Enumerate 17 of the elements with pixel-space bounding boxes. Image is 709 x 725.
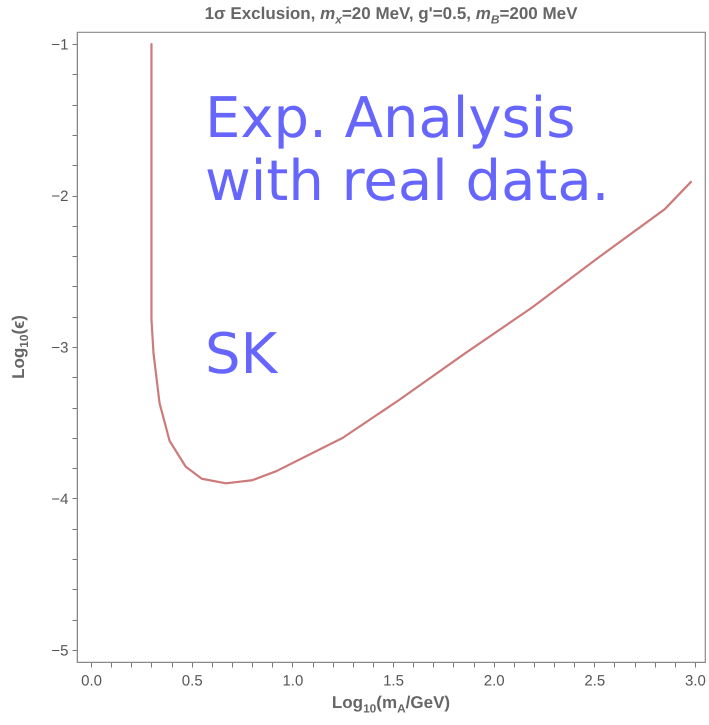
x-axis-title: Log$_{10}$(m$_{A}$/GeV): [332, 693, 450, 716]
x-tick-label: 2.0: [484, 672, 505, 690]
x-tick-label: 1.5: [383, 672, 404, 690]
annotation: SK: [205, 322, 280, 387]
line-series: [150, 43, 692, 484]
y-tick-label: −4: [51, 490, 68, 508]
x-tick-label: 3.0: [685, 672, 706, 690]
x-tick-label: 1.0: [282, 672, 304, 690]
y-tick-label: −3: [51, 340, 68, 356]
x-tick-label: 2.5: [584, 672, 606, 690]
y-tick-label: −5: [51, 642, 68, 660]
chart-title: 1σ Exclusion, m$_{x}$=20 MeV, g'=0.5, m$_{B}$=200 MeV: [204, 4, 578, 26]
y-tick-label: −1: [51, 36, 68, 54]
annotation: Exp. Analysis with real data.: [205, 86, 610, 214]
x-tick-label: 0.0: [81, 672, 102, 690]
y-tick-label: −2: [51, 188, 68, 206]
x-tick-label: 0.5: [182, 672, 203, 690]
